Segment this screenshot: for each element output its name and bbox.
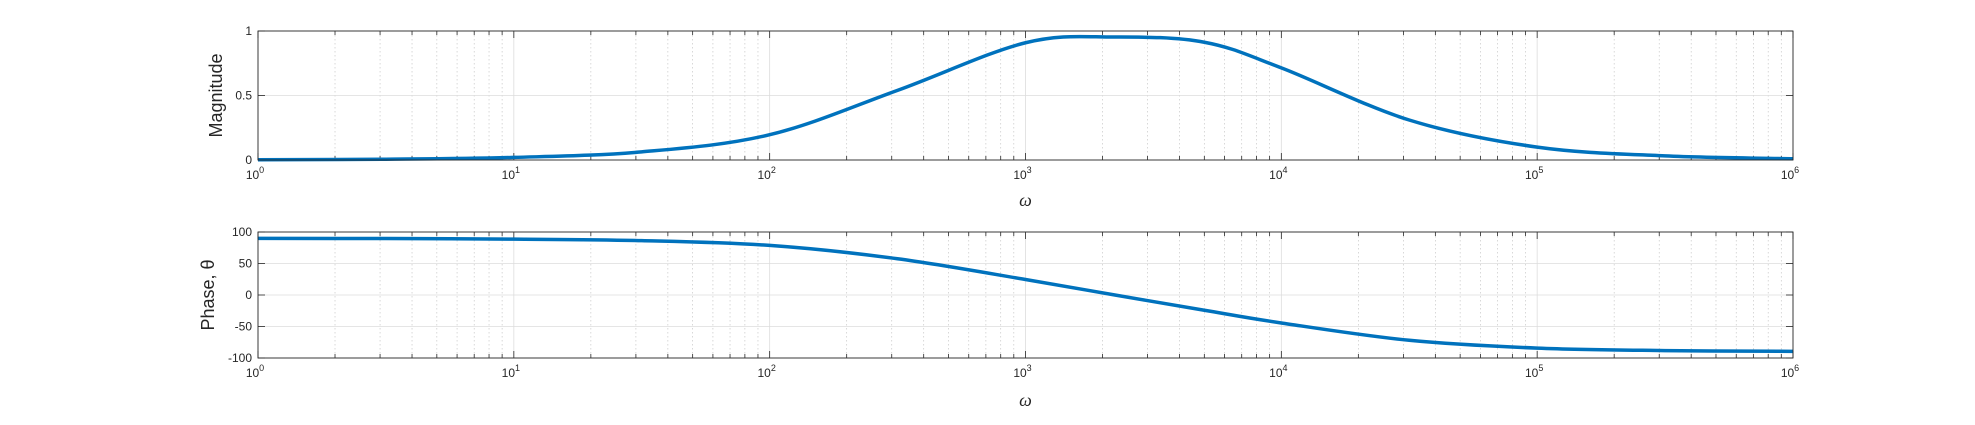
phase-x-tick-base: 10 bbox=[1269, 366, 1283, 380]
phase-x-axis-label: ω bbox=[1019, 390, 1032, 410]
phase-x-tick-base: 10 bbox=[246, 366, 260, 380]
magnitude-y-tick-label: 0.5 bbox=[235, 89, 252, 103]
phase-x-tick-label: 101 bbox=[502, 363, 520, 380]
phase-x-tick-base: 10 bbox=[757, 366, 771, 380]
magnitude-x-tick-label: 100 bbox=[246, 165, 264, 182]
phase-x-tick-label: 104 bbox=[1269, 363, 1287, 380]
phase-grid bbox=[257, 231, 1794, 359]
phase-x-tick-base: 10 bbox=[1525, 366, 1539, 380]
magnitude-x-tick-base: 10 bbox=[502, 168, 516, 182]
magnitude-x-tick-base: 10 bbox=[757, 168, 771, 182]
magnitude-y-axis-label: Magnitude bbox=[206, 53, 226, 137]
phase-x-tick-label: 100 bbox=[246, 363, 264, 380]
magnitude-x-tick-label: 104 bbox=[1269, 165, 1287, 182]
phase-x-tick-label: 102 bbox=[757, 363, 775, 380]
phase-x-tick-exponent: 2 bbox=[771, 363, 776, 373]
phase-x-tick-exponent: 1 bbox=[515, 363, 520, 373]
magnitude-x-tick-exponent: 1 bbox=[515, 165, 520, 175]
phase-x-tick-exponent: 6 bbox=[1794, 363, 1799, 373]
phase-axes-box bbox=[257, 231, 1794, 359]
magnitude-grid bbox=[257, 30, 1794, 161]
phase-y-axis-label: Phase, θ bbox=[198, 259, 218, 330]
magnitude-x-tick-label: 106 bbox=[1781, 165, 1799, 182]
magnitude-x-tick-exponent: 3 bbox=[1027, 165, 1032, 175]
magnitude-x-tick-exponent: 6 bbox=[1794, 165, 1799, 175]
magnitude-x-tick-base: 10 bbox=[1525, 168, 1539, 182]
phase-x-tick-base: 10 bbox=[1013, 366, 1027, 380]
magnitude-x-tick-base: 10 bbox=[1013, 168, 1027, 182]
magnitude-x-tick-label: 101 bbox=[502, 165, 520, 182]
magnitude-x-tick-label: 102 bbox=[757, 165, 775, 182]
magnitude-axes-box bbox=[257, 30, 1794, 161]
magnitude-y-tick-label: 1 bbox=[245, 24, 252, 38]
phase-y-tick-label: 100 bbox=[232, 225, 252, 239]
phase-x-tick-base: 10 bbox=[502, 366, 516, 380]
phase-x-tick-exponent: 3 bbox=[1027, 363, 1032, 373]
magnitude-series-line bbox=[257, 34, 1794, 162]
phase-x-tick-label: 106 bbox=[1781, 363, 1799, 380]
magnitude-x-tick-exponent: 0 bbox=[259, 165, 264, 175]
magnitude-x-axis-label: ω bbox=[1019, 190, 1032, 210]
magnitude-x-tick-exponent: 4 bbox=[1283, 165, 1288, 175]
phase-x-tick-base: 10 bbox=[1781, 366, 1795, 380]
phase-x-tick-label: 105 bbox=[1525, 363, 1543, 380]
magnitude-x-tick-base: 10 bbox=[1269, 168, 1283, 182]
magnitude-x-tick-exponent: 2 bbox=[771, 165, 776, 175]
magnitude-x-tick-label: 105 bbox=[1525, 165, 1543, 182]
phase-series-line bbox=[257, 236, 1794, 354]
phase-x-tick-exponent: 5 bbox=[1538, 363, 1543, 373]
phase-y-tick-label: 50 bbox=[239, 257, 253, 271]
magnitude-y-tick-label: 0 bbox=[245, 153, 252, 167]
magnitude-x-tick-label: 103 bbox=[1013, 165, 1031, 182]
magnitude-x-tick-base: 10 bbox=[1781, 168, 1795, 182]
phase-x-tick-exponent: 4 bbox=[1283, 363, 1288, 373]
magnitude-x-tick-exponent: 5 bbox=[1538, 165, 1543, 175]
phase-y-tick-label: -100 bbox=[228, 351, 252, 365]
magnitude-x-tick-base: 10 bbox=[246, 168, 260, 182]
phase-x-tick-exponent: 0 bbox=[259, 363, 264, 373]
phase-x-tick-label: 103 bbox=[1013, 363, 1031, 380]
phase-y-tick-label: -50 bbox=[235, 320, 253, 334]
phase-y-tick-label: 0 bbox=[245, 288, 252, 302]
